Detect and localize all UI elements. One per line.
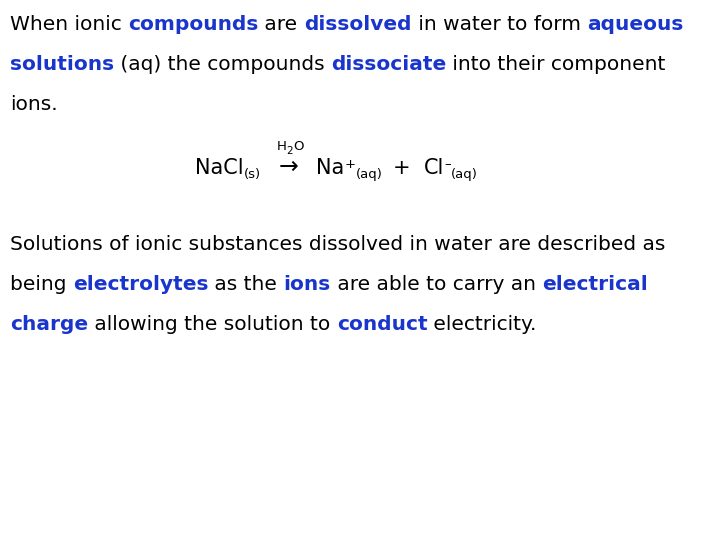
Text: charge: charge xyxy=(10,315,88,334)
Text: as the: as the xyxy=(208,275,284,294)
Text: dissolved: dissolved xyxy=(304,15,412,34)
Text: →: → xyxy=(279,155,299,179)
Text: are: are xyxy=(258,15,304,34)
Text: solutions: solutions xyxy=(10,55,114,74)
Text: dissociate: dissociate xyxy=(331,55,446,74)
Text: being: being xyxy=(10,275,73,294)
Text: electrical: electrical xyxy=(542,275,648,294)
Text: –: – xyxy=(445,158,451,171)
Text: electrolytes: electrolytes xyxy=(73,275,208,294)
Text: (aq): (aq) xyxy=(451,168,478,181)
Text: (aq) the compounds: (aq) the compounds xyxy=(114,55,331,74)
Text: (aq): (aq) xyxy=(356,168,382,181)
Text: conduct: conduct xyxy=(337,315,428,334)
Text: ions: ions xyxy=(284,275,331,294)
Text: compounds: compounds xyxy=(128,15,258,34)
Text: Na: Na xyxy=(317,158,345,178)
Text: +: + xyxy=(392,158,410,178)
Text: are able to carry an: are able to carry an xyxy=(331,275,542,294)
Text: O: O xyxy=(293,140,304,153)
Text: Solutions of ionic substances dissolved in water are described as: Solutions of ionic substances dissolved … xyxy=(10,235,665,254)
Text: (s): (s) xyxy=(243,168,261,181)
Text: H: H xyxy=(276,140,287,153)
Text: electricity.: electricity. xyxy=(428,315,536,334)
Text: aqueous: aqueous xyxy=(587,15,683,34)
Text: allowing the solution to: allowing the solution to xyxy=(88,315,337,334)
Text: ions.: ions. xyxy=(10,95,58,114)
Text: 2: 2 xyxy=(287,146,293,156)
Text: Cl: Cl xyxy=(424,158,445,178)
Text: +: + xyxy=(345,158,356,171)
Text: into their component: into their component xyxy=(446,55,666,74)
Text: When ionic: When ionic xyxy=(10,15,128,34)
Text: NaCl: NaCl xyxy=(195,158,243,178)
Text: in water to form: in water to form xyxy=(412,15,587,34)
